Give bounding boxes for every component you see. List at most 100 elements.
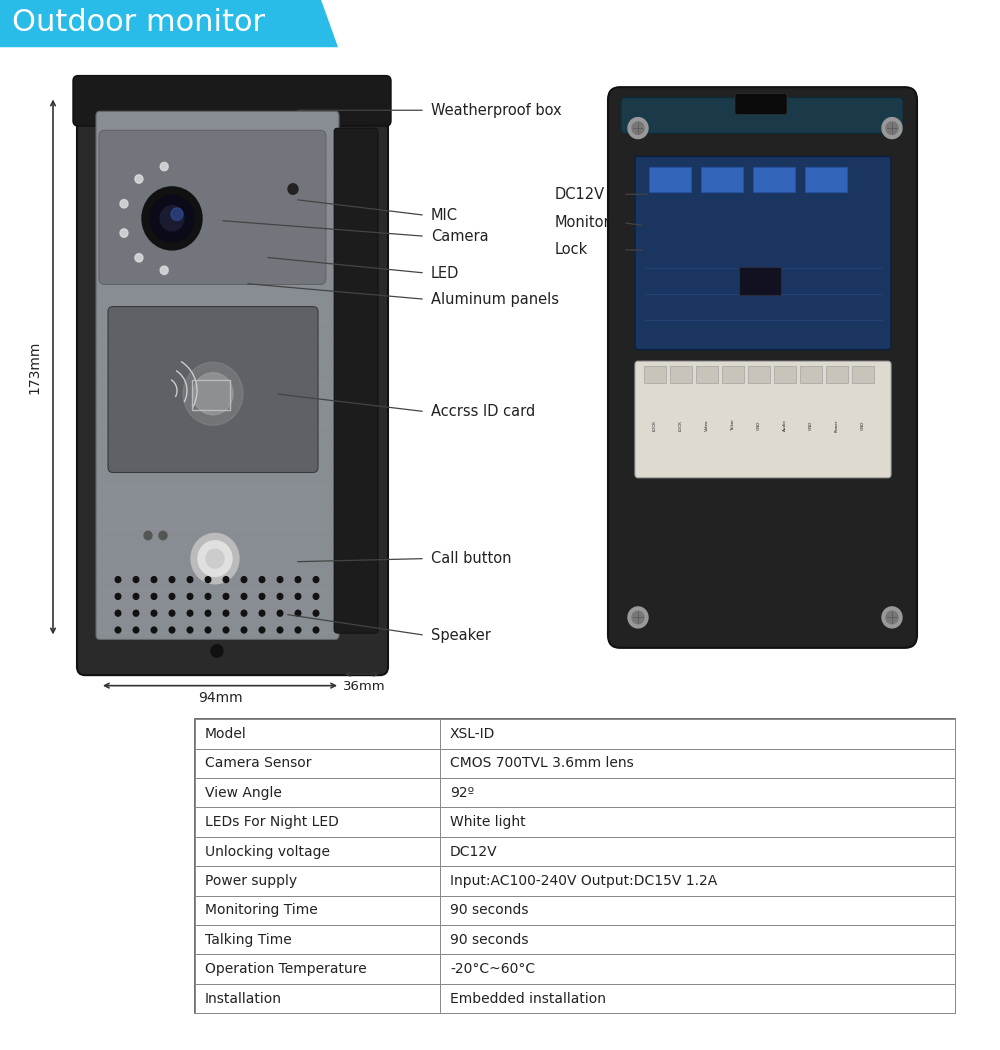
Bar: [195, 719, 955, 1013]
Circle shape: [223, 610, 229, 616]
FancyBboxPatch shape: [670, 366, 692, 383]
FancyBboxPatch shape: [644, 366, 666, 383]
FancyBboxPatch shape: [852, 366, 874, 383]
FancyBboxPatch shape: [649, 167, 691, 192]
Circle shape: [187, 627, 193, 633]
Bar: [195, 719, 955, 749]
Circle shape: [259, 593, 265, 600]
Text: Accrss ID card: Accrss ID card: [431, 404, 535, 419]
Circle shape: [205, 627, 211, 633]
FancyBboxPatch shape: [635, 361, 891, 478]
Text: 94mm: 94mm: [198, 691, 242, 706]
Circle shape: [135, 254, 143, 262]
Text: GND: GND: [809, 421, 813, 429]
Bar: [195, 984, 955, 1013]
Circle shape: [259, 627, 265, 633]
Text: LOCK: LOCK: [653, 420, 657, 430]
Circle shape: [259, 610, 265, 616]
Circle shape: [198, 541, 232, 576]
Text: GND: GND: [757, 421, 761, 429]
Circle shape: [160, 206, 184, 231]
FancyBboxPatch shape: [800, 366, 822, 383]
Circle shape: [241, 627, 247, 633]
Text: Embedded installation: Embedded installation: [450, 991, 606, 1006]
Circle shape: [628, 607, 648, 628]
Text: Camera Sensor: Camera Sensor: [205, 756, 312, 771]
FancyBboxPatch shape: [722, 366, 744, 383]
Bar: [195, 837, 955, 866]
FancyBboxPatch shape: [635, 156, 891, 350]
FancyBboxPatch shape: [735, 93, 787, 114]
Text: Unlocking voltage: Unlocking voltage: [205, 844, 330, 859]
Circle shape: [169, 627, 175, 633]
Circle shape: [115, 593, 121, 600]
Text: 36mm: 36mm: [343, 680, 385, 693]
Bar: [195, 807, 955, 837]
Text: DC12V: DC12V: [450, 844, 498, 859]
Circle shape: [187, 610, 193, 616]
Text: Weatherproof box: Weatherproof box: [431, 103, 562, 118]
Circle shape: [241, 610, 247, 616]
Circle shape: [133, 593, 139, 600]
Text: Monitoring Time: Monitoring Time: [205, 903, 318, 918]
Text: Call button: Call button: [431, 551, 512, 566]
Circle shape: [133, 627, 139, 633]
FancyBboxPatch shape: [608, 87, 917, 648]
Circle shape: [171, 208, 183, 220]
Circle shape: [223, 627, 229, 633]
Text: XSL-ID: XSL-ID: [450, 727, 495, 741]
Circle shape: [277, 610, 283, 616]
Text: MIC: MIC: [431, 208, 458, 223]
Circle shape: [187, 593, 193, 600]
Circle shape: [288, 184, 298, 194]
Text: Installation: Installation: [205, 991, 282, 1006]
Text: View Angle: View Angle: [205, 785, 282, 800]
Circle shape: [115, 627, 121, 633]
FancyBboxPatch shape: [826, 366, 848, 383]
FancyBboxPatch shape: [805, 167, 847, 192]
Circle shape: [150, 195, 194, 242]
Circle shape: [183, 362, 243, 425]
Circle shape: [313, 627, 319, 633]
Circle shape: [205, 593, 211, 600]
Circle shape: [187, 576, 193, 583]
FancyBboxPatch shape: [748, 366, 770, 383]
Circle shape: [886, 611, 898, 624]
Circle shape: [295, 576, 301, 583]
Circle shape: [151, 576, 157, 583]
Circle shape: [313, 576, 319, 583]
Circle shape: [169, 593, 175, 600]
Text: White light: White light: [450, 815, 526, 830]
Circle shape: [882, 118, 902, 139]
Circle shape: [133, 610, 139, 616]
Circle shape: [115, 610, 121, 616]
Circle shape: [206, 549, 224, 568]
FancyBboxPatch shape: [77, 86, 388, 675]
Text: Operation Temperature: Operation Temperature: [205, 962, 367, 977]
FancyBboxPatch shape: [621, 98, 903, 133]
Circle shape: [169, 610, 175, 616]
Text: 90 seconds: 90 seconds: [450, 903, 528, 918]
FancyBboxPatch shape: [701, 167, 743, 192]
Text: Camera: Camera: [431, 229, 489, 244]
Circle shape: [193, 373, 233, 415]
Circle shape: [313, 610, 319, 616]
Text: GND: GND: [861, 421, 865, 429]
Circle shape: [191, 533, 239, 584]
Circle shape: [632, 122, 644, 134]
Bar: [195, 896, 955, 925]
Text: LOCK: LOCK: [679, 420, 683, 430]
Circle shape: [120, 229, 128, 237]
Bar: [195, 749, 955, 778]
Bar: [195, 866, 955, 896]
Circle shape: [169, 576, 175, 583]
Bar: [195, 954, 955, 984]
Bar: [192, 380, 230, 410]
FancyBboxPatch shape: [334, 128, 378, 633]
FancyBboxPatch shape: [696, 366, 718, 383]
Circle shape: [160, 163, 168, 171]
Text: Power: Power: [835, 419, 839, 432]
Circle shape: [313, 593, 319, 600]
Circle shape: [135, 174, 143, 183]
Circle shape: [277, 576, 283, 583]
